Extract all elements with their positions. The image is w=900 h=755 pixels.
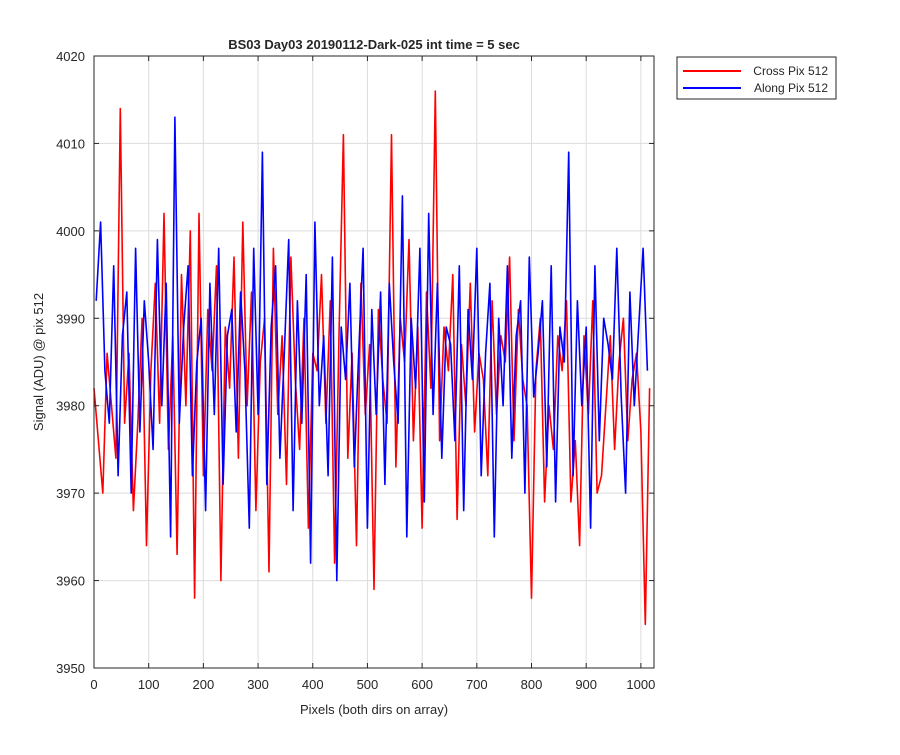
x-tick-label: 100 xyxy=(138,677,160,692)
x-tick-label: 200 xyxy=(193,677,215,692)
x-tick-label: 1000 xyxy=(626,677,655,692)
y-tick-label: 4010 xyxy=(56,136,85,151)
ticks: 0 100 200 300 400 500 600 700 800 900 1000 3950 3960… xyxy=(56,49,655,692)
chart-title: BS03 Day03 20190112-Dark-025 int time = … xyxy=(228,37,520,52)
y-tick-label: 4020 xyxy=(56,49,85,64)
x-tick-label: 700 xyxy=(466,677,488,692)
legend-box xyxy=(676,56,837,100)
y-tick-label: 3950 xyxy=(56,661,85,676)
x-tick-label: 300 xyxy=(247,677,269,692)
x-tick-label: 800 xyxy=(521,677,543,692)
y-tick-label: 3970 xyxy=(56,486,85,501)
x-tick-label: 0 xyxy=(90,677,97,692)
x-axis-label: Pixels (both dirs on array) xyxy=(300,702,448,717)
x-tick-label: 600 xyxy=(411,677,433,692)
series-line-cross xyxy=(93,90,651,626)
x-tick-label: 900 xyxy=(575,677,597,692)
legend[interactable]: Cross Pix 512 Along Pix 512 xyxy=(676,56,837,100)
plot-frame xyxy=(93,55,655,669)
legend-label-along: Along Pix 512 xyxy=(754,81,828,95)
legend-label-cross: Cross Pix 512 xyxy=(753,64,828,78)
x-tick-label: 400 xyxy=(302,677,324,692)
y-tick-label: 3980 xyxy=(56,399,85,414)
y-axis-label: Signal (ADU) @ pix 512 xyxy=(31,293,46,431)
y-tick-label: 4000 xyxy=(56,224,85,239)
y-tick-label: 3960 xyxy=(56,574,85,589)
series-line-along xyxy=(95,116,649,582)
x-tick-label: 500 xyxy=(357,677,379,692)
series-layer xyxy=(93,90,651,626)
y-tick-label: 3990 xyxy=(56,311,85,326)
